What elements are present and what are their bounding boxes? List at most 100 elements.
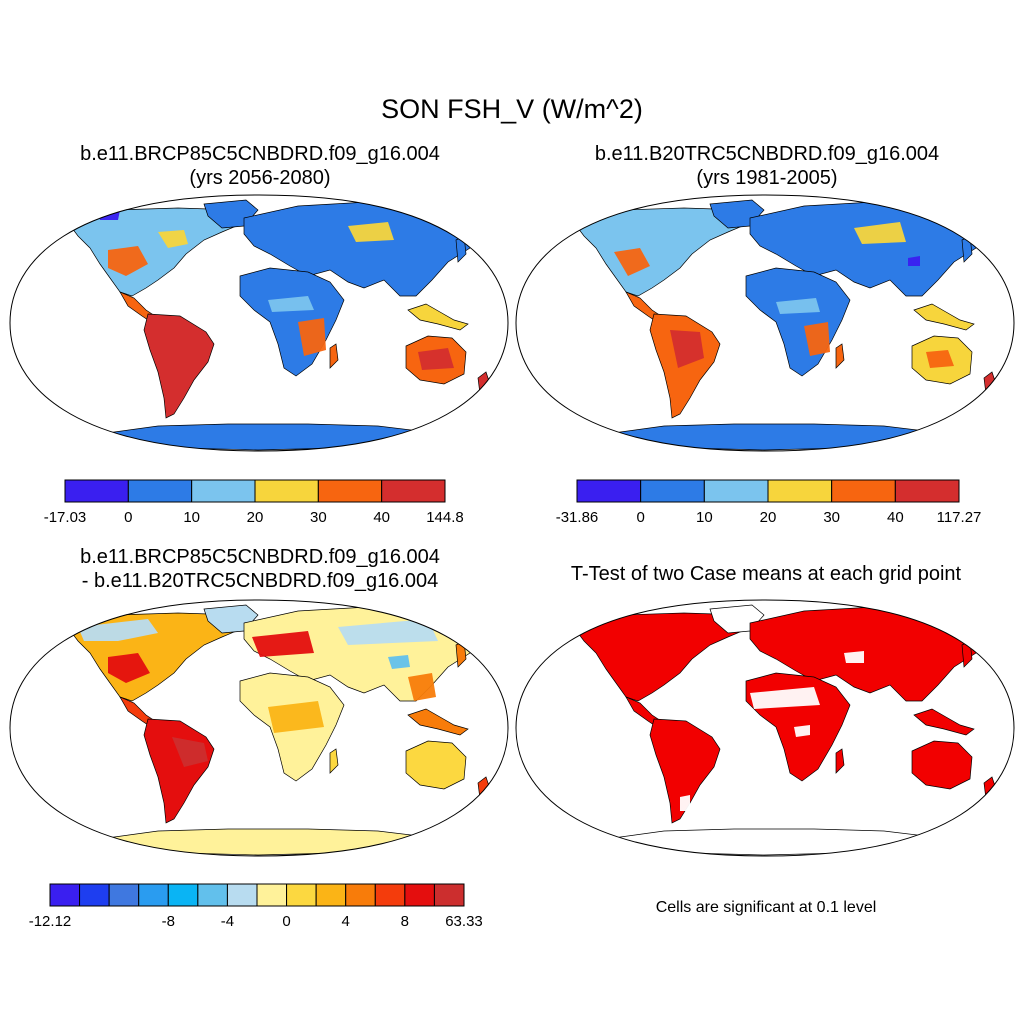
colorbar-label-6: 117.27: [937, 509, 982, 526]
colorbar-swatch-0: [49, 883, 81, 907]
colorbar-label-0: -31.86: [556, 509, 599, 526]
colorbar-label-1: 0: [124, 509, 132, 526]
panel-ref-title: b.e11.B20TRC5CNBDRD.f09_g16.004 (yrs 198…: [528, 142, 1006, 190]
land-shade-1: [158, 230, 188, 248]
land-australia: [405, 740, 467, 790]
colorbar-swatch-5: [381, 479, 446, 503]
map-ttest: [515, 599, 1015, 857]
colorbar-swatch-1: [79, 883, 110, 907]
colorbar-swatch-5: [197, 883, 228, 907]
colorbar-label-6: 63.33: [445, 913, 483, 930]
colorbar-label-0: -17.03: [44, 509, 87, 526]
land-shade-6: [408, 673, 436, 701]
land-shade-6: [926, 350, 954, 368]
panel-diff-title-line1: b.e11.BRCP85C5CNBDRD.f09_g16.004: [80, 546, 440, 568]
land-shade-2: [298, 318, 326, 356]
land-shade-1: [670, 330, 704, 368]
colorbar-label-3: 20: [247, 509, 264, 526]
colorbar-difference: -12.12 -8 -4 0 4 8 63.33: [29, 883, 483, 930]
map-boundary: [9, 194, 509, 452]
colorbar-swatch-0: [576, 479, 642, 503]
panel-diff-title-line2: - b.e11.B20TRC5CNBDRD.f09_g16.004: [81, 570, 439, 592]
colorbar-swatch-0: [64, 479, 129, 503]
colorbar-swatch-12: [404, 883, 435, 907]
colorbar-swatch-13: [433, 883, 465, 907]
land-shade-5: [268, 701, 324, 733]
colorbar-swatch-1: [640, 479, 705, 503]
land-southAmerica: [649, 313, 721, 419]
land-shade-2: [252, 631, 314, 657]
map-boundary: [515, 194, 1015, 452]
map-difference: [9, 599, 509, 857]
colorbar-label-5: 40: [373, 509, 390, 526]
colorbar-swatch-3: [767, 479, 833, 503]
map-boundary: [9, 599, 509, 857]
colorbar-swatch-11: [374, 883, 406, 907]
land-shade-0: [614, 248, 650, 276]
land-shade-2: [854, 222, 906, 244]
panel-case-title-line2: (yrs 2056-2080): [189, 167, 331, 189]
colorbar-swatch-1: [127, 479, 193, 503]
land-southAmerica: [143, 313, 215, 419]
colorbar-swatch-5: [894, 479, 960, 503]
colorbar-swatch-4: [167, 883, 199, 907]
colorbar-swatch-3: [138, 883, 169, 907]
figure-title: SON FSH_V (W/m^2): [381, 94, 643, 124]
land-shade-7: [172, 737, 208, 767]
panel-case-title: b.e11.BRCP85C5CNBDRD.f09_g16.004 (yrs 20…: [20, 142, 500, 190]
colorbar-swatch-2: [191, 479, 256, 503]
land-shade-3: [268, 296, 314, 312]
colorbar-swatch-3: [254, 479, 319, 503]
land-madagascar: [835, 343, 845, 369]
colorbar-label-2: 10: [696, 509, 713, 526]
land-seAsia: [407, 303, 469, 331]
colorbar-swatch-4: [831, 479, 896, 503]
colorbar-swatch-8: [286, 883, 317, 907]
land-seAsia: [407, 708, 469, 736]
land-shade-0: [750, 687, 820, 709]
colorbar-label-1: -8: [162, 913, 175, 930]
colorbar-label-2: -4: [221, 913, 234, 930]
panel-ref-title-line1: b.e11.B20TRC5CNBDRD.f09_g16.004: [594, 143, 940, 165]
colorbar-label-0: -12.12: [29, 913, 72, 930]
land-shade-5: [776, 298, 820, 314]
colorbar-label-1: 0: [636, 509, 644, 526]
land-shade-1: [794, 725, 810, 737]
map-land-group: [571, 199, 997, 451]
land-shade-0: [108, 653, 150, 683]
colorbar-swatch-9: [315, 883, 347, 907]
land-antarctica: [99, 423, 429, 451]
land-shade-3: [338, 619, 438, 645]
ttest-footnote: Cells are significant at 0.1 level: [655, 899, 877, 916]
map-boundary: [515, 599, 1015, 857]
colorbar-swatch-6: [226, 883, 258, 907]
map-case: [9, 194, 509, 452]
land-seAsia: [913, 708, 975, 736]
panel-diff-title: b.e11.BRCP85C5CNBDRD.f09_g16.004 - b.e11…: [20, 545, 500, 593]
land-shade-4: [348, 222, 394, 242]
colorbar-case: -17.03 0 10 20 30 40 144.8: [44, 479, 464, 526]
land-madagascar: [835, 748, 845, 774]
panel-ttest-title: T-Test of two Case means at each grid po…: [570, 563, 962, 585]
colorbar-swatch-2: [703, 479, 769, 503]
colorbar-label-2: 10: [183, 509, 200, 526]
colorbar-label-4: 4: [342, 913, 350, 930]
land-antarctica: [99, 828, 429, 856]
panel-case-title-line1: b.e11.BRCP85C5CNBDRD.f09_g16.004: [80, 143, 440, 165]
map-reference: [515, 194, 1015, 452]
land-madagascar: [329, 343, 339, 369]
colorbar-label-4: 30: [823, 509, 840, 526]
colorbar-swatch-4: [317, 479, 383, 503]
colorbar-label-5: 8: [401, 913, 409, 930]
land-antarctica: [605, 828, 935, 856]
colorbar-label-4: 30: [310, 509, 327, 526]
colorbar-label-3: 20: [760, 509, 777, 526]
land-madagascar: [329, 748, 339, 774]
map-land-group: [65, 604, 491, 856]
land-shade-2: [844, 651, 864, 663]
colorbar-label-5: 40: [887, 509, 904, 526]
land-shade-3: [908, 256, 920, 266]
colorbar-swatch-7: [256, 883, 288, 907]
land-shade-3: [680, 795, 690, 811]
land-shade-4: [804, 322, 830, 356]
